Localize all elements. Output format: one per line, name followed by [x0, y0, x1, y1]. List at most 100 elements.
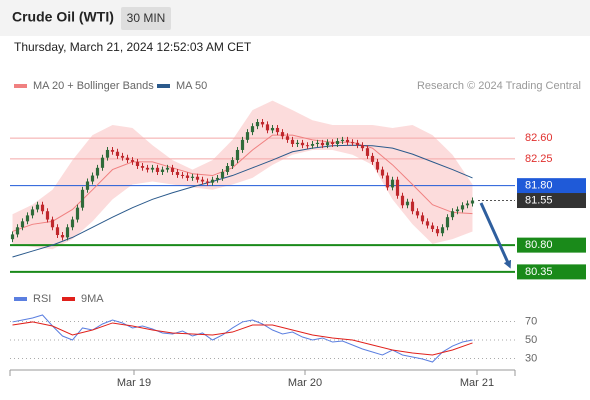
candle-body	[225, 166, 230, 172]
indicator-line	[12, 321, 473, 356]
candle-body	[230, 160, 235, 167]
y-tick-label: 50	[525, 334, 537, 346]
candle-body	[110, 149, 115, 152]
legend-label: MA 20 + Bollinger Bands	[33, 80, 154, 92]
candle-body	[195, 176, 200, 180]
candle-body	[325, 142, 330, 146]
candle-body	[200, 179, 205, 182]
y-tick-label: 30	[525, 352, 537, 364]
candle-body	[380, 169, 385, 176]
candle-body	[405, 201, 410, 206]
candle-body	[455, 209, 460, 212]
candle-body	[165, 167, 170, 170]
candle-body	[140, 166, 145, 168]
candle-body	[245, 132, 250, 140]
candle-body	[155, 167, 160, 172]
candle-body	[445, 217, 450, 228]
x-tick-label: Mar 21	[460, 377, 494, 389]
candle-body	[75, 207, 80, 220]
candle-body	[20, 221, 25, 228]
candle-body	[360, 145, 365, 149]
candle-body	[465, 203, 470, 206]
candle-body	[305, 145, 310, 147]
candle-body	[400, 195, 405, 206]
candle-body	[365, 148, 370, 156]
candle-body	[340, 139, 345, 142]
candle-body	[415, 211, 420, 216]
candle-body	[95, 167, 100, 176]
candle-body	[185, 175, 190, 178]
level-box	[517, 264, 586, 280]
x-tick-label: Mar 20	[288, 377, 322, 389]
candle-body	[10, 234, 15, 240]
candle-body	[80, 189, 85, 208]
level-label: 81.80	[525, 180, 553, 192]
candle-body	[270, 127, 275, 131]
candle-body	[335, 141, 340, 145]
candle-body	[125, 157, 130, 161]
candle-body	[30, 209, 35, 216]
candle-body	[315, 142, 320, 145]
moving-average	[12, 144, 473, 258]
candle-body	[190, 176, 195, 178]
candle-body	[435, 229, 440, 234]
candle-body	[135, 161, 140, 167]
level-label: 82.25	[525, 153, 553, 165]
legend-label: RSI	[33, 293, 51, 305]
candle-body	[145, 167, 150, 170]
candle-body	[85, 181, 90, 190]
candle-body	[355, 142, 360, 146]
candle-body	[275, 127, 280, 133]
candle-body	[15, 227, 20, 235]
interval-label: 30 MIN	[127, 11, 166, 25]
candle-body	[130, 160, 135, 162]
candle-body	[370, 155, 375, 162]
candle-body	[320, 142, 325, 146]
chart-title: Crude Oil (WTI)	[12, 9, 114, 25]
level-box	[517, 178, 586, 194]
rsi-panel: RSI 9MA 70 50 30 Mar 19 Mar 20 Mar 21	[9, 293, 537, 389]
candle-body	[235, 149, 240, 161]
candle-body	[150, 167, 155, 170]
candle-body	[420, 215, 425, 222]
candle-body	[40, 204, 45, 212]
moving-average	[12, 134, 473, 232]
candle-body	[215, 177, 220, 180]
candle-body	[50, 219, 55, 228]
interval-badge	[121, 7, 171, 30]
candle-body	[385, 175, 390, 188]
price-panel: MA 20 + Bollinger Bands MA 50 82.60 82.25 81…	[10, 80, 586, 280]
x-tick-label: Mar 19	[117, 377, 151, 389]
candle-body	[60, 235, 65, 238]
indicator-line	[12, 314, 473, 363]
candle-body	[55, 227, 60, 236]
candle-body	[460, 205, 465, 210]
candle-body	[265, 124, 270, 131]
level-box	[517, 193, 586, 209]
candle-body	[295, 142, 300, 145]
candle-body	[170, 167, 175, 172]
candle-body	[345, 139, 350, 143]
candle-body	[410, 201, 415, 212]
candle-body	[255, 122, 260, 127]
candle-body	[310, 144, 315, 146]
candle-body	[470, 200, 475, 204]
candle-body	[395, 179, 400, 196]
candle-body	[220, 171, 225, 178]
legend-label: MA 50	[176, 80, 207, 92]
candle-body	[390, 179, 395, 188]
candle-body	[300, 142, 305, 146]
candle-body	[375, 161, 380, 170]
candle-body	[290, 139, 295, 145]
candle-body	[430, 225, 435, 230]
candle-body	[440, 227, 445, 234]
candle-body	[105, 149, 110, 158]
header-bar	[0, 0, 590, 36]
candle-body	[120, 155, 125, 158]
level-label: 81.55	[525, 194, 553, 206]
level-box	[517, 237, 586, 253]
candle-body	[250, 126, 255, 133]
candle-body	[425, 221, 430, 226]
candle-body	[205, 181, 210, 183]
